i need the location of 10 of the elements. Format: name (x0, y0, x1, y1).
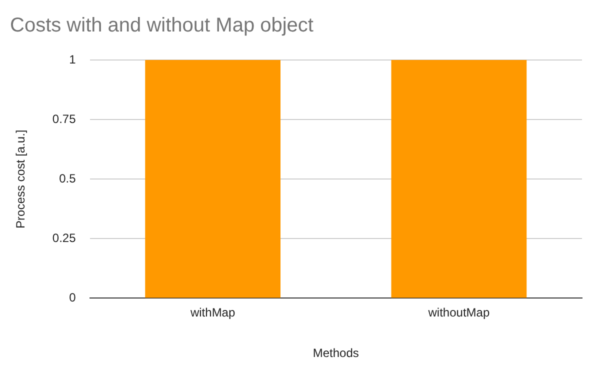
chart-title: Costs with and without Map object (10, 14, 314, 37)
y-axis-title: Process cost [a.u.] (14, 130, 28, 228)
y-tick-label: 0.5 (59, 171, 76, 186)
y-tick-label: 0 (69, 290, 76, 305)
x-tick-label: withMap (189, 306, 236, 320)
x-tick-label: withoutMap (427, 306, 490, 320)
x-axis-title: Methods (312, 346, 359, 360)
y-tick-label: 0.75 (52, 112, 76, 126)
y-tick-label: 1 (69, 52, 76, 66)
y-tick-label: 0.25 (52, 230, 76, 245)
